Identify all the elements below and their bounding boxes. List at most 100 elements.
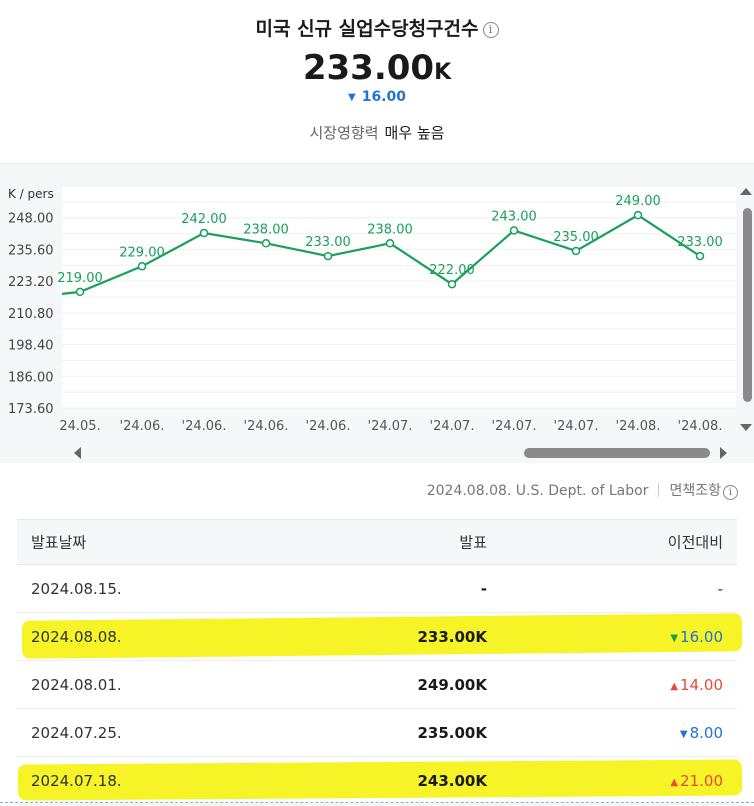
data-point — [137, 262, 147, 271]
scroll-down-icon[interactable] — [740, 424, 752, 431]
down-arrow-icon: ▼ — [679, 728, 688, 740]
indicator-header: 미국 신규 실업수당청구건수 i 233.00K ▼ 16.00 시장영향력 매우 높… — [0, 0, 754, 162]
row-change: ▼ 8.00 — [680, 724, 723, 742]
row-actual: 249.00K — [417, 675, 487, 694]
data-label: 243.00 — [491, 210, 537, 225]
chart-panel: K / pers 248.00 235.60 223.20 210.80 198.40 18… — [0, 163, 754, 463]
y-tick-label: 198.40 — [8, 339, 54, 354]
row-change-value: - — [717, 579, 723, 598]
data-point — [633, 210, 643, 220]
x-tick-label: '24.07. — [554, 419, 599, 434]
divider — [0, 802, 754, 803]
info-icon[interactable]: i — [482, 22, 499, 38]
row-change: - — [718, 580, 723, 598]
row-change-value: 21.00 — [680, 771, 723, 790]
data-label: 249.00 — [615, 194, 661, 209]
impact-value: 매우 높음 — [384, 124, 445, 142]
table-row: 2024.08.15. - - — [17, 565, 737, 613]
row-change: ▲ 14.00 — [670, 676, 723, 694]
row-actual: 235.00K — [417, 723, 487, 742]
scroll-right-icon[interactable] — [720, 447, 727, 459]
header-date: 발표날짜 — [31, 533, 87, 552]
current-value: 233.00K — [0, 48, 754, 88]
history-table: 발표날짜 발표 이전대비 2024.08.15. - - 2024.08.08. 233… — [17, 519, 737, 805]
data-point — [75, 287, 85, 297]
divider — [658, 483, 660, 497]
data-label: 235.00 — [553, 230, 599, 245]
row-change: ▼ 16.00 — [670, 628, 723, 646]
x-tick-label: '24.06. — [120, 419, 165, 434]
indicator-title: 미국 신규 실업수당청구건수 — [255, 18, 479, 40]
data-point — [509, 226, 519, 235]
x-tick-label: '24.06. — [306, 419, 351, 434]
row-date: 2024.08.15. — [31, 579, 122, 598]
y-tick-label: 210.80 — [8, 307, 54, 322]
row-date: 2024.08.08. — [31, 627, 122, 646]
x-tick-label: '24.07. — [492, 419, 537, 434]
data-point — [199, 228, 209, 238]
data-point — [261, 239, 271, 248]
table-row: 2024.08.08. 233.00K ▼ 16.00 — [17, 613, 737, 661]
current-value-number: 233.00 — [302, 48, 435, 88]
change-indicator: ▼ 16.00 — [0, 89, 754, 105]
row-date: 2024.07.25. — [31, 723, 122, 742]
data-point — [323, 251, 333, 261]
page-title: 미국 신규 실업수당청구건수 i — [0, 14, 754, 41]
row-change-value: 16.00 — [680, 627, 723, 646]
line-chart: K / pers 248.00 235.60 223.20 210.80 198.40 18… — [8, 185, 736, 434]
horizontal-scrollbar-thumb[interactable] — [524, 448, 710, 458]
data-point — [447, 279, 457, 289]
y-tick-label: 248.00 — [8, 212, 54, 227]
row-change: ▲ 21.00 — [670, 772, 723, 790]
market-impact: 시장영향력 매우 높음 — [0, 122, 754, 143]
x-tick-label: '24.08. — [616, 419, 661, 434]
row-actual: 243.00K — [417, 771, 487, 790]
header-actual: 발표 — [459, 533, 487, 552]
up-arrow-icon: ▲ — [670, 776, 679, 788]
data-label: 238.00 — [243, 222, 289, 237]
data-label: 219.00 — [57, 271, 103, 286]
data-label: 233.00 — [677, 235, 723, 250]
y-tick-label: 186.00 — [8, 370, 54, 385]
data-label: 242.00 — [181, 212, 227, 227]
up-arrow-icon: ▲ — [670, 680, 679, 692]
data-point — [695, 251, 705, 261]
row-actual: - — [480, 579, 487, 598]
source-info: 2024.08.08. U.S. Dept. of Labor 면책조항 i — [427, 480, 738, 500]
current-value-unit: K — [434, 60, 452, 85]
vertical-scrollbar-thumb[interactable] — [743, 208, 752, 402]
down-arrow-icon: ▼ — [348, 92, 356, 103]
down-arrow-icon: ▼ — [670, 632, 679, 644]
data-label: 229.00 — [119, 245, 165, 260]
source-text: 2024.08.08. U.S. Dept. of Labor — [426, 483, 649, 499]
info-icon[interactable]: i — [723, 485, 738, 500]
data-point — [571, 246, 581, 256]
x-tick-label: '24.08. — [678, 419, 723, 434]
x-tick-label: 24.05. — [59, 419, 100, 434]
data-point — [385, 239, 395, 248]
y-tick-label: 223.20 — [8, 275, 54, 290]
data-label: 238.00 — [367, 222, 413, 237]
change-value: 16.00 — [361, 89, 406, 105]
row-change-value: 8.00 — [689, 723, 723, 742]
x-tick-label: '24.07. — [368, 419, 413, 434]
x-tick-label: '24.06. — [182, 419, 227, 434]
impact-label: 시장영향력 — [309, 124, 379, 142]
data-label: 233.00 — [305, 235, 351, 250]
table-row: 2024.08.01. 249.00K ▲ 14.00 — [17, 661, 737, 709]
x-tick-label: '24.07. — [430, 419, 475, 434]
scroll-left-icon[interactable] — [74, 447, 81, 459]
series-line — [61, 213, 701, 295]
scroll-up-icon[interactable] — [740, 188, 752, 195]
row-change-value: 14.00 — [680, 675, 723, 694]
disclaimer-link[interactable]: 면책조항 — [669, 483, 721, 499]
table-header: 발표날짜 발표 이전대비 — [17, 519, 737, 565]
table-row: 2024.07.25. 235.00K ▼ 8.00 — [17, 709, 737, 757]
data-label: 222.00 — [429, 263, 475, 278]
row-actual: 233.00K — [417, 627, 487, 646]
x-tick-label: '24.06. — [244, 419, 289, 434]
y-axis-label: K / pers — [8, 187, 54, 201]
y-tick-label: 235.60 — [8, 243, 54, 258]
header-change: 이전대비 — [667, 533, 723, 552]
row-date: 2024.07.18. — [31, 771, 122, 790]
